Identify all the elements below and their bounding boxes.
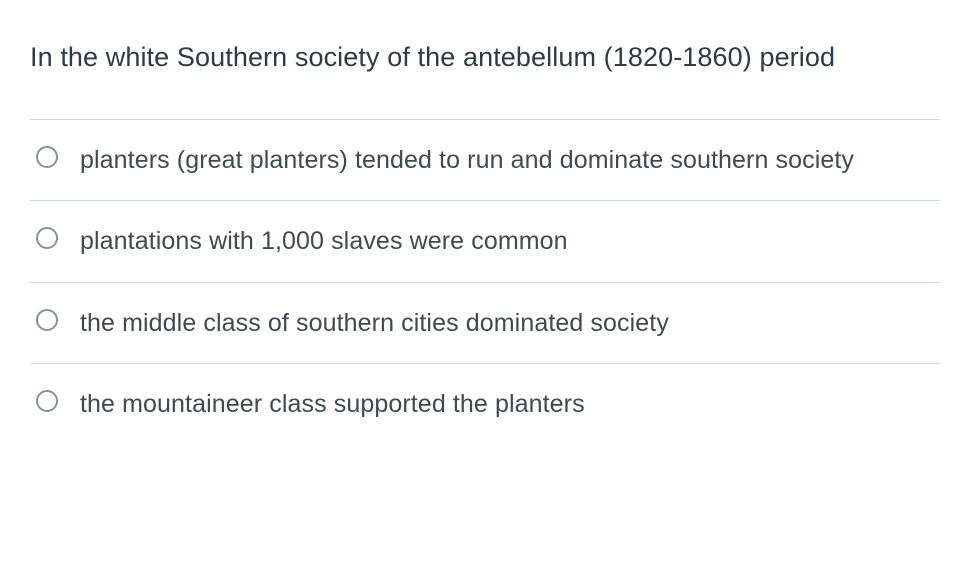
option-0[interactable]: planters (great planters) tended to run …	[30, 120, 940, 201]
radio-icon[interactable]	[36, 390, 58, 412]
options-list: planters (great planters) tended to run …	[30, 119, 940, 444]
option-label: planters (great planters) tended to run …	[80, 142, 854, 178]
option-label: plantations with 1,000 slaves were commo…	[80, 223, 568, 259]
option-3[interactable]: the mountaineer class supported the plan…	[30, 364, 940, 444]
radio-icon[interactable]	[36, 227, 58, 249]
option-label: the mountaineer class supported the plan…	[80, 386, 585, 422]
radio-icon[interactable]	[36, 146, 58, 168]
option-2[interactable]: the middle class of southern cities domi…	[30, 283, 940, 364]
radio-icon[interactable]	[36, 309, 58, 331]
option-label: the middle class of southern cities domi…	[80, 305, 669, 341]
option-1[interactable]: plantations with 1,000 slaves were commo…	[30, 201, 940, 282]
question-text: In the white Southern society of the ant…	[30, 38, 940, 77]
